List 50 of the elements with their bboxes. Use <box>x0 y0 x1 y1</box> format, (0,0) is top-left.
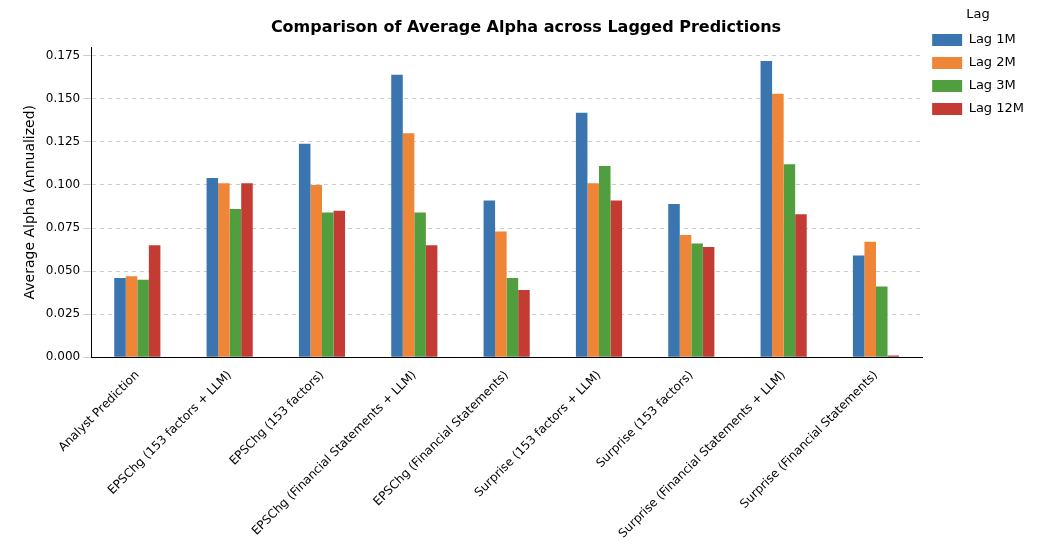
bar <box>795 214 807 357</box>
bar <box>333 210 346 357</box>
legend-label: Lag 12M <box>968 100 1025 116</box>
y-tick-label: 0.175 <box>45 47 81 62</box>
bar <box>772 93 784 357</box>
bar <box>298 143 311 357</box>
bar <box>148 245 161 357</box>
bar <box>114 277 126 357</box>
y-tick-label: 0.075 <box>45 220 81 235</box>
legend-title: Lag <box>966 5 990 21</box>
bar <box>691 243 703 357</box>
bar <box>218 183 230 357</box>
bar <box>137 279 149 357</box>
bar <box>760 60 773 357</box>
bar <box>310 184 322 357</box>
bar <box>321 212 334 357</box>
y-tick-label: 0.125 <box>45 134 81 149</box>
bar <box>598 166 611 357</box>
bar <box>414 212 426 357</box>
bar <box>229 209 242 357</box>
bar <box>241 183 253 357</box>
bar <box>425 245 438 357</box>
y-axis-title: Average Alpha (Annualized) <box>21 104 38 300</box>
chart-title: Comparison of Average Alpha across Lagged Predictions <box>270 16 782 36</box>
legend-label: Lag 1M <box>968 31 1016 47</box>
bar <box>483 200 496 357</box>
bar <box>391 74 403 357</box>
bar <box>864 241 876 357</box>
bar <box>668 203 680 357</box>
bar <box>206 178 219 357</box>
y-tick-label: 0.000 <box>45 349 81 364</box>
bar <box>587 183 599 357</box>
bar <box>518 290 530 357</box>
bar <box>875 286 888 357</box>
bar <box>783 164 796 357</box>
bar <box>402 133 415 357</box>
legend-label: Lag 2M <box>968 54 1016 70</box>
bar <box>506 277 519 357</box>
bar <box>679 234 692 357</box>
bar <box>702 246 715 357</box>
bar <box>852 255 865 357</box>
y-tick-label: 0.050 <box>45 263 81 278</box>
y-tick-label: 0.100 <box>45 177 81 192</box>
bar <box>610 200 623 357</box>
y-tick-label: 0.025 <box>45 306 81 321</box>
bar <box>125 276 138 357</box>
bar <box>575 112 588 357</box>
legend-label: Lag 3M <box>968 77 1016 93</box>
bar <box>495 231 507 357</box>
y-tick-label: 0.150 <box>45 90 81 105</box>
